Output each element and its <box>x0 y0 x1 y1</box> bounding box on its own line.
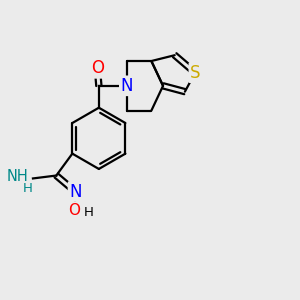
Text: N: N <box>69 183 82 201</box>
Text: H: H <box>84 206 94 219</box>
Text: O: O <box>68 203 80 218</box>
Text: H: H <box>23 182 33 195</box>
Text: O: O <box>91 59 104 77</box>
Text: N: N <box>120 77 133 95</box>
Text: NH: NH <box>7 169 28 184</box>
Text: S: S <box>190 64 200 82</box>
